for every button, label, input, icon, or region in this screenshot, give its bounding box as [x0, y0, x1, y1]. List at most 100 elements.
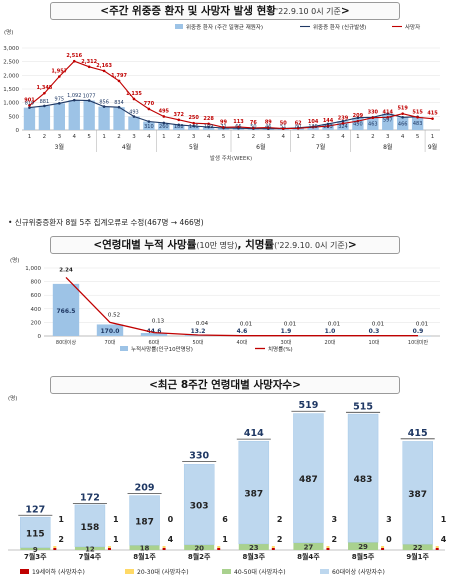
- severe-new-line-point: [58, 102, 61, 105]
- bar-value-label: 450: [353, 122, 363, 128]
- severe-new-line-point: [28, 106, 31, 109]
- total-value-label: 414: [244, 428, 264, 439]
- x-tick-label: 2: [252, 134, 256, 140]
- deaths-value-label: 495: [159, 108, 170, 114]
- bar-19-under: [381, 548, 385, 550]
- bar-60plus: [238, 440, 270, 545]
- y-tick-label: 3,000: [3, 46, 19, 52]
- bar-40-50: [184, 544, 215, 550]
- value-60plus: 158: [81, 523, 100, 533]
- legend-label: 20-30대 (사망자수): [137, 568, 189, 576]
- y-tick-label: 400: [31, 307, 42, 313]
- x-tick-label: 4: [73, 134, 77, 140]
- deaths-line-point: [267, 126, 270, 129]
- bar: [382, 113, 394, 130]
- bar: [83, 100, 95, 130]
- severe-new-line-point: [132, 115, 136, 118]
- x-tick-label: 50대: [193, 339, 204, 346]
- deaths-line-point: [102, 69, 106, 73]
- bar-20-30: [162, 546, 166, 548]
- value-40-50: 27: [304, 543, 314, 551]
- deaths-line-point: [386, 116, 390, 119]
- deaths-value-label: 62: [295, 120, 302, 126]
- value-60plus: 487: [299, 475, 318, 485]
- bar-value-label: 46: [265, 124, 271, 130]
- legend-label: 19세이하 (사망자수): [32, 568, 85, 576]
- bar-value-label: 881: [40, 99, 50, 105]
- y-tick-label: 200: [31, 320, 42, 326]
- deaths-value-label: 372: [174, 112, 185, 118]
- fatality-value-label: 0.04: [196, 321, 209, 327]
- value-40-50: 20: [194, 544, 204, 552]
- deaths-line-point: [28, 104, 31, 107]
- value-20-30: 2: [331, 535, 337, 544]
- x-tick-label: 1: [237, 134, 241, 140]
- deaths-value-label: 2,516: [66, 53, 82, 59]
- x-tick-label: 9월1주: [406, 552, 429, 561]
- value-20-30: 2: [58, 535, 64, 544]
- age-deaths-chart: (명)9115127217월3주12158172117월4주1818720940…: [8, 395, 447, 576]
- deaths-value-label: 1,957: [51, 69, 67, 75]
- bar-value-label: 71: [220, 124, 226, 130]
- fatality-value-label: 0.01: [328, 322, 340, 328]
- deaths-line-point: [147, 107, 151, 111]
- x-tick-label: 80대이상: [56, 339, 77, 346]
- value-20-30: 4: [441, 535, 447, 544]
- severe-new-line-point: [386, 112, 390, 115]
- legend-swatch: [175, 24, 183, 29]
- bar-value-label: 1.9: [281, 328, 292, 335]
- legend-label: 40-50대 (사망자수): [234, 568, 286, 576]
- x-tick-label: 2: [371, 134, 375, 140]
- legend-label: 60대이상 (사망자수): [332, 568, 385, 576]
- bar-19-under: [162, 548, 166, 550]
- deaths-value-label: 2,312: [81, 59, 97, 65]
- fatality-value-label: 0.01: [240, 322, 252, 328]
- y-axis-unit: (명): [4, 29, 13, 36]
- y-tick-label: 1,000: [25, 266, 41, 272]
- fatality-line: [65, 276, 418, 337]
- deaths-line-point: [311, 125, 315, 129]
- deaths-line-point: [431, 117, 434, 120]
- bar: [96, 324, 124, 336]
- deaths-line-point: [162, 115, 166, 118]
- value-20-30: 4: [168, 535, 174, 544]
- bar: [113, 107, 125, 130]
- bar-value-label: 819: [25, 101, 35, 107]
- bar-40-50: [402, 544, 433, 550]
- bar-value-label: 146: [189, 124, 199, 130]
- bar-20-30: [271, 546, 275, 548]
- severe-new-line-point: [43, 104, 46, 108]
- deaths-value-label: 239: [338, 115, 349, 121]
- legend-swatch: [20, 569, 29, 574]
- bar-value-label: 51: [280, 124, 286, 130]
- value-60plus: 483: [354, 475, 373, 485]
- deaths-line-point: [401, 112, 404, 115]
- bar-value-label: 766.5: [57, 308, 76, 315]
- deaths-line-point: [58, 75, 61, 78]
- deaths-line-point: [356, 119, 360, 123]
- legend-swatch: [222, 569, 231, 574]
- bar-value-label: 1077: [83, 94, 96, 100]
- value-40-50: 12: [85, 545, 95, 553]
- bar-value-label: 1.0: [325, 328, 336, 335]
- y-tick-label: 500: [9, 114, 20, 120]
- deaths-line-point: [192, 121, 195, 125]
- total-value-label: 172: [80, 492, 100, 503]
- bar-value-label: 50: [250, 124, 256, 130]
- x-tick-label: 1: [162, 134, 166, 140]
- legend-swatch: [120, 346, 128, 351]
- bar-value-label: 466: [398, 121, 408, 127]
- correction-note: • 신규위중증환자 8월 5주 집계오류로 수정(467명 → 466명): [8, 218, 204, 227]
- bar: [202, 127, 215, 130]
- bar: [188, 126, 200, 130]
- bar-40-50: [293, 542, 324, 550]
- value-40-50: 23: [249, 544, 259, 552]
- bar-value-label: 856: [99, 100, 109, 106]
- bar-value-label: 13.2: [191, 328, 206, 335]
- x-tick-label: 1: [28, 134, 32, 140]
- x-tick-label: 2: [43, 134, 47, 140]
- value-40-50: 29: [358, 543, 368, 551]
- bar-19-under: [326, 548, 330, 550]
- x-tick-label: 3: [192, 134, 196, 140]
- deaths-value-label: 76: [250, 120, 257, 126]
